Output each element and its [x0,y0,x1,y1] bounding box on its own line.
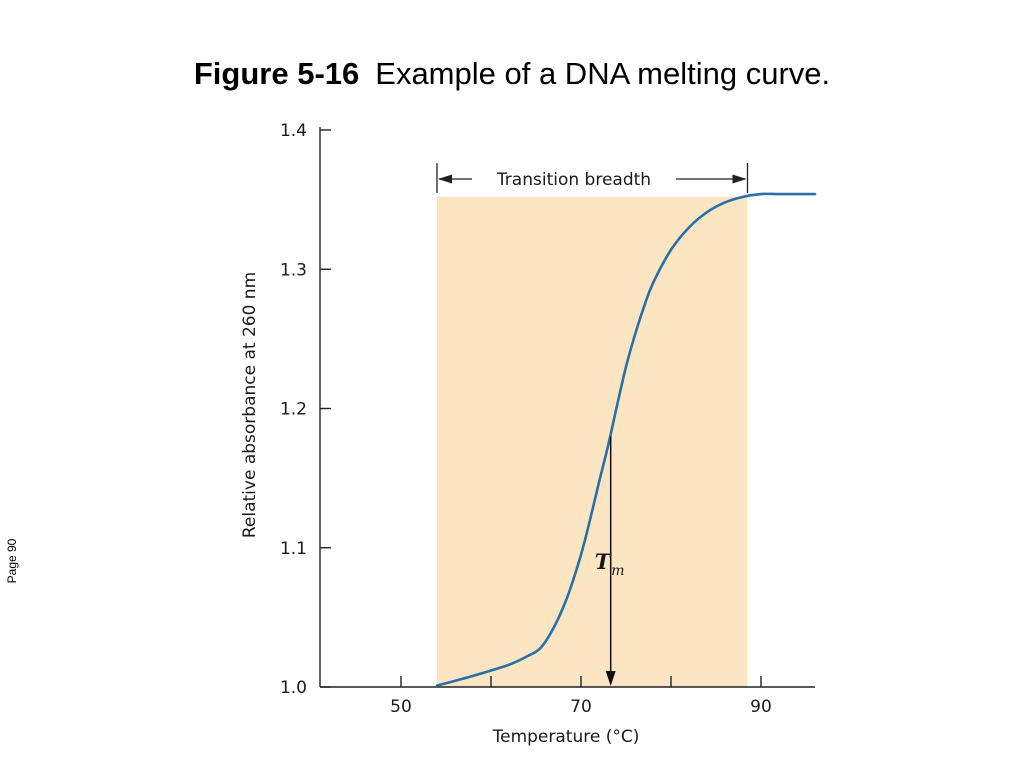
x-tick-label: 90 [750,697,772,717]
x-axis-label: Temperature (°C) [492,727,640,747]
annotation-layer: Transition breadth T m [436,163,749,686]
y-tick-label: 1.3 [280,260,307,280]
tm-symbol: T [595,549,612,574]
y-axis-label: Relative absorbance at 260 nm [240,272,260,538]
x-tick-label: 70 [570,697,592,717]
figure-caption: Example of a DNA melting curve. [375,56,831,91]
tm-arrow-head [605,671,616,686]
y-tick-label: 1.4 [280,121,307,141]
x-tick-label: 50 [390,697,412,717]
axes-layer: 1.0 1.1 1.2 1.3 1.4 50 70 90 [280,121,815,717]
shaded-region-layer [437,196,748,687]
series-layer [435,192,817,687]
transition-region [437,196,748,687]
transition-breadth-label: Transition breadth [496,170,651,190]
figure-number: Figure 5-16 [193,56,360,91]
tm-subscript: m [611,563,624,579]
y-tick-label: 1.0 [280,678,307,698]
axis-labels-layer: Temperature (°C) Relative absorbance at 2… [240,272,639,747]
y-tick-label: 1.1 [280,539,307,559]
breadth-left-arrowhead [438,174,452,184]
y-tick-label: 1.2 [280,400,307,420]
breadth-right-arrowhead [732,174,747,184]
figure-title: Figure 5-16 Example of a DNA melting curv… [0,56,1024,92]
